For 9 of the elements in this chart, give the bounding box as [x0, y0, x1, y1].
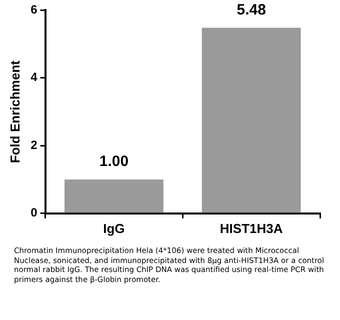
y-tick-label: 2 — [30, 138, 38, 152]
y-tick-label: 6 — [30, 2, 38, 17]
data-label: 5.48 — [236, 1, 266, 18]
x-tick-label: HIST1H3A — [220, 220, 284, 236]
data-label: 1.00 — [99, 153, 129, 170]
y-tick-label: 0 — [30, 206, 38, 220]
y-axis-title: Fold Enrichment — [7, 60, 22, 164]
x-tick-label: IgG — [103, 220, 125, 236]
y-tick-label: 4 — [30, 70, 38, 84]
